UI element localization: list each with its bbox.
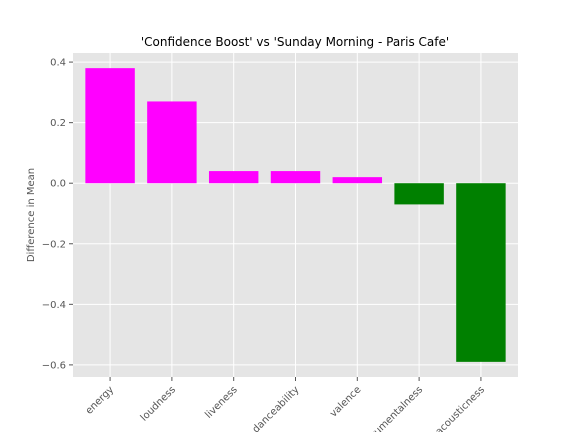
bar-loudness (147, 101, 196, 183)
x-axis-ticks: energy loudness liveness danceability valenc… (84, 377, 487, 432)
chart-title: 'Confidence Boost' vs 'Sunday Morning - … (141, 35, 449, 49)
bar-instrumentalness (394, 183, 443, 204)
y-axis-label: Difference in Mean (26, 168, 37, 262)
x-tick-label-liveness: liveness (203, 384, 239, 420)
x-tick-label-acousticness: acousticness (434, 384, 487, 432)
y-tick-label: −0.2 (42, 239, 66, 250)
bar-energy (85, 68, 134, 183)
y-tick-label: 0.2 (50, 118, 66, 129)
bar-acousticness (456, 183, 505, 362)
x-tick-label-energy: energy (84, 384, 116, 416)
x-tick-label-loudness: loudness (139, 384, 178, 423)
y-tick-label: −0.4 (42, 300, 66, 311)
bar-valence (333, 177, 382, 183)
x-tick-label-instrumentalness: instrumentalness (356, 384, 425, 432)
y-tick-label: −0.6 (42, 360, 66, 371)
x-tick-label-valence: valence (328, 384, 363, 419)
bar-liveness (209, 171, 258, 183)
x-tick-label-danceability: danceability (251, 384, 302, 432)
y-tick-label: 0.0 (50, 179, 66, 190)
y-tick-label: 0.4 (50, 58, 66, 69)
y-axis-ticks: 0.4 0.2 0.0 −0.2 −0.4 −0.6 (42, 58, 73, 372)
bar-danceability (271, 171, 320, 183)
